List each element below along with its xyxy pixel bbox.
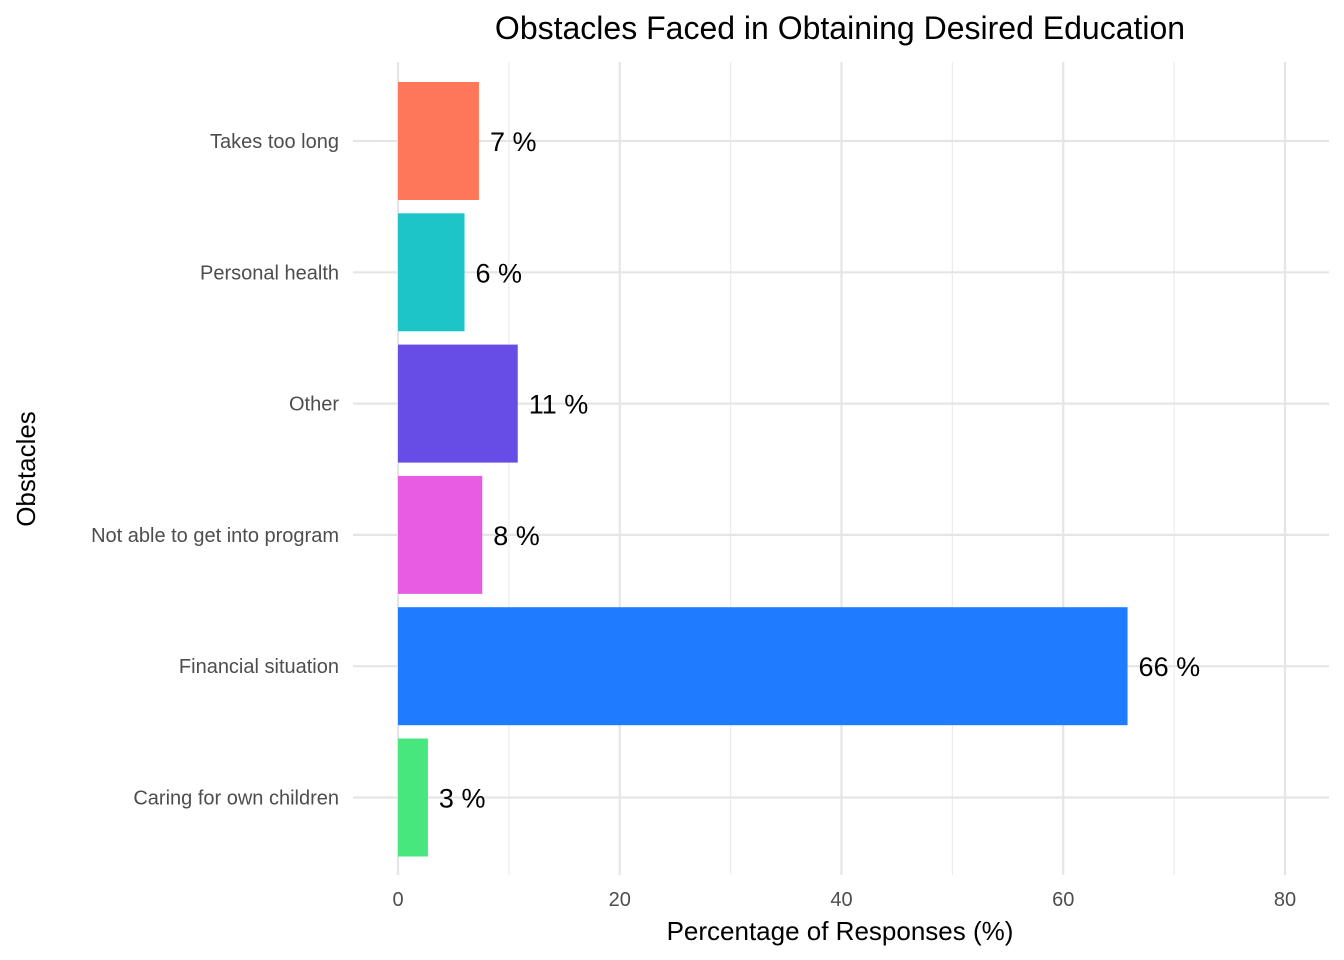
- y-tick-label: Financial situation: [179, 656, 339, 678]
- bar: [398, 213, 465, 332]
- data-label: 7 %: [490, 127, 537, 157]
- data-label: 66 %: [1139, 652, 1201, 682]
- data-label: 8 %: [493, 521, 540, 551]
- bar: [398, 344, 518, 463]
- y-tick-label: Caring for own children: [133, 788, 339, 810]
- x-tick-label: 20: [609, 889, 631, 911]
- bar: [398, 607, 1128, 726]
- y-axis-tick-labels: Caring for own children Financial situati…: [91, 131, 339, 810]
- data-label: 3 %: [439, 784, 486, 814]
- bars: [398, 82, 1128, 857]
- y-tick-label: Takes too long: [210, 131, 339, 153]
- x-tick-label: 60: [1052, 889, 1074, 911]
- data-label: 6 %: [476, 258, 523, 288]
- y-axis-title: Obstacles: [11, 411, 41, 527]
- x-tick-label: 80: [1274, 889, 1296, 911]
- x-tick-label: 40: [830, 889, 852, 911]
- bar: [398, 738, 428, 857]
- bar: [398, 475, 483, 594]
- x-axis-tick-labels: 0 20 40 60 80: [392, 889, 1296, 911]
- bar: [398, 82, 479, 200]
- data-labels: 3 % 66 % 8 % 11 % 6 % 7 %: [439, 127, 1200, 814]
- grid-lines: [353, 62, 1329, 875]
- y-tick-label: Other: [289, 394, 339, 416]
- x-axis-title: Percentage of Responses (%): [667, 916, 1014, 946]
- x-tick-label: 0: [392, 889, 403, 911]
- chart-title: Obstacles Faced in Obtaining Desired Edu…: [495, 10, 1185, 46]
- data-label: 11 %: [529, 390, 589, 420]
- y-tick-label: Personal health: [200, 262, 339, 284]
- y-tick-label: Not able to get into program: [91, 525, 339, 547]
